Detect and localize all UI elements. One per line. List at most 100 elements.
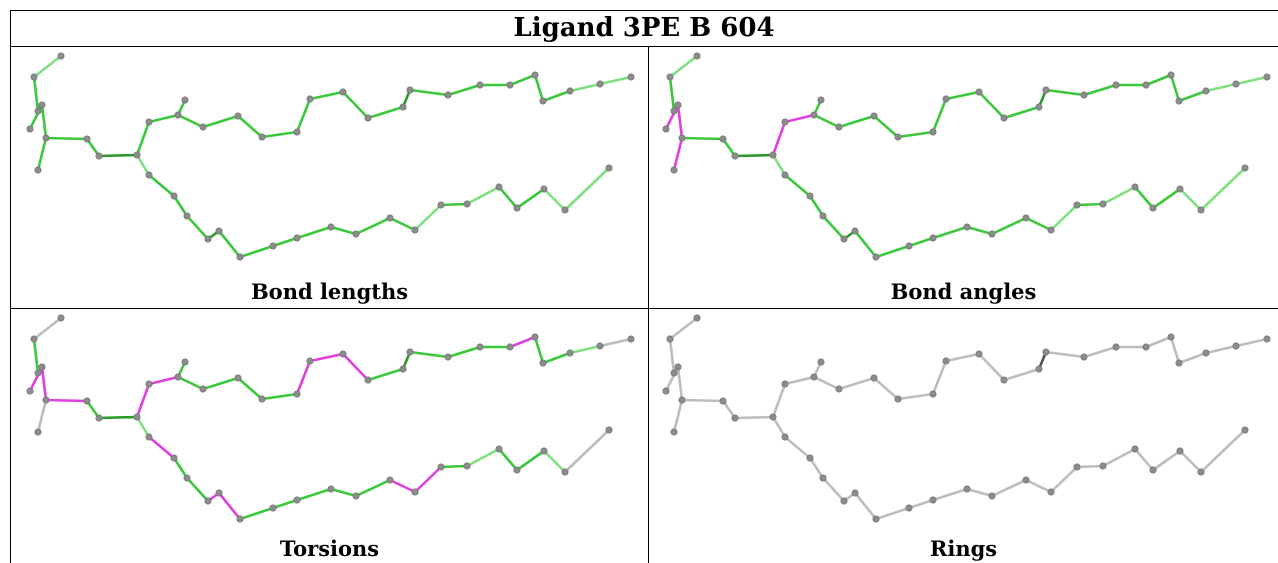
bond — [907, 498, 935, 510]
bond — [1049, 203, 1079, 232]
bond — [1178, 187, 1203, 212]
atom — [1142, 343, 1150, 351]
bond — [446, 83, 482, 97]
bond — [944, 352, 981, 363]
bond — [783, 375, 816, 386]
atom — [975, 350, 983, 358]
bond — [672, 398, 684, 434]
atom — [1099, 200, 1107, 208]
atom — [258, 395, 266, 403]
bond — [1133, 447, 1155, 472]
bond — [965, 487, 994, 498]
atom — [539, 97, 547, 105]
bond — [1199, 428, 1247, 474]
bond — [32, 316, 63, 341]
bond — [541, 89, 572, 103]
atom — [1022, 476, 1030, 484]
bond — [1002, 367, 1041, 382]
atom — [34, 166, 42, 174]
atom — [894, 395, 902, 403]
bond — [533, 335, 545, 365]
bond — [185, 476, 210, 503]
atom — [437, 201, 445, 209]
bond — [783, 173, 812, 198]
bond — [135, 415, 151, 439]
bond — [563, 166, 611, 212]
atom — [693, 52, 701, 60]
atom — [1149, 466, 1157, 474]
panel-bond-lengths: Bond lengths — [11, 47, 648, 308]
bond — [680, 136, 725, 141]
bond — [808, 194, 825, 218]
atom — [95, 414, 103, 422]
bond — [515, 449, 546, 472]
bond — [837, 114, 876, 129]
bond — [1151, 449, 1182, 472]
atom — [463, 462, 471, 470]
atom — [234, 112, 242, 120]
atom — [781, 118, 789, 126]
row-divider — [10, 308, 1278, 309]
atom — [513, 204, 521, 212]
atom — [444, 353, 452, 361]
atom — [34, 428, 42, 436]
bond-lengths-molecule — [26, 52, 635, 261]
atom — [731, 414, 739, 422]
atom — [781, 380, 789, 388]
panel-bond-angles: Bond angles — [649, 47, 1278, 308]
atom — [566, 349, 574, 357]
atom — [1047, 488, 1055, 496]
atom — [215, 489, 223, 497]
atom — [406, 348, 414, 356]
bond — [295, 97, 312, 134]
atom — [670, 369, 678, 377]
bond — [733, 415, 775, 420]
bond — [36, 136, 48, 172]
atom — [666, 73, 674, 81]
bond — [388, 478, 417, 494]
atom — [181, 96, 189, 104]
bond — [329, 225, 358, 236]
bond — [366, 367, 405, 382]
bond — [135, 153, 151, 177]
atom — [1197, 206, 1205, 214]
bond — [990, 216, 1028, 236]
atom — [1176, 185, 1184, 193]
atom — [327, 223, 335, 231]
bond — [783, 435, 812, 460]
atom — [835, 123, 843, 131]
bond — [931, 487, 969, 502]
atom — [1142, 81, 1150, 89]
atom — [1197, 468, 1205, 476]
atom — [386, 476, 394, 484]
atom — [674, 101, 682, 109]
bond — [1024, 216, 1053, 232]
atom — [561, 206, 569, 214]
figure-title: Ligand 3PE B 604 — [513, 13, 775, 43]
bond — [872, 376, 900, 401]
bond — [965, 225, 994, 236]
atom — [719, 397, 727, 405]
atom — [540, 185, 548, 193]
bond — [1049, 465, 1079, 494]
atom — [1042, 86, 1050, 94]
bond — [439, 464, 469, 469]
atom — [463, 200, 471, 208]
atom — [1035, 103, 1043, 111]
atom — [1232, 342, 1240, 350]
atom — [905, 504, 913, 512]
bond — [271, 498, 299, 510]
atom — [1035, 365, 1043, 373]
torsions-molecule — [26, 314, 635, 523]
bond — [172, 194, 189, 218]
bond — [236, 114, 264, 139]
atom — [38, 363, 46, 371]
atom — [1112, 343, 1120, 351]
outer-left-border — [10, 10, 11, 563]
caption-rings: Rings — [929, 536, 998, 561]
atom — [1167, 71, 1175, 79]
atom — [531, 71, 539, 79]
bond — [388, 216, 417, 232]
atom — [1175, 97, 1183, 105]
atom — [662, 387, 670, 395]
